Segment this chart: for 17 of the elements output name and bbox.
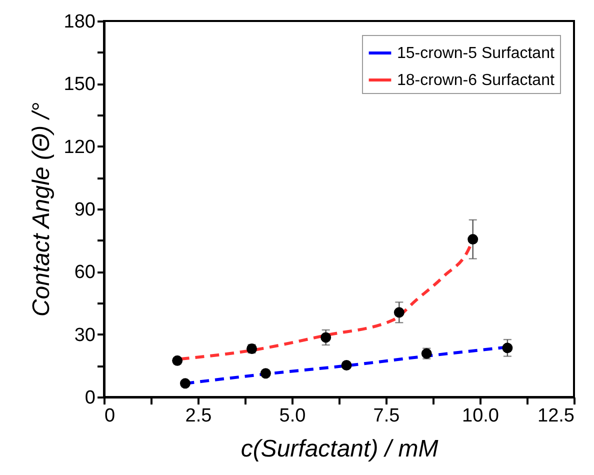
x-tick-label: 5.0 [279, 406, 306, 426]
x-tick-label: 12.5 [538, 406, 574, 426]
y-tick-label: 90 [74, 200, 96, 220]
y-tick-label: 60 [74, 262, 96, 284]
x-tick-label: 0 [104, 406, 116, 426]
x-tick-label: 2.5 [185, 406, 212, 426]
y-tick-label: 0 [84, 388, 96, 408]
x-tick-label: 7.5 [373, 406, 400, 426]
x-axis-title: c(Surfactant) / mM [240, 436, 438, 462]
legend-label: 18-crown-6 Surfactant [397, 72, 555, 89]
y-tick-label: 120 [64, 136, 96, 158]
x-tick-label: 10.0 [462, 406, 499, 426]
y-tick-label: 30 [74, 324, 96, 346]
y-axis-title: Contact Angle (Θ) /° [28, 102, 55, 317]
legend-label: 15-crown-5 Surfactant [397, 45, 555, 62]
y-tick-label: 180 [64, 12, 96, 32]
y-tick-label: 150 [64, 74, 96, 96]
